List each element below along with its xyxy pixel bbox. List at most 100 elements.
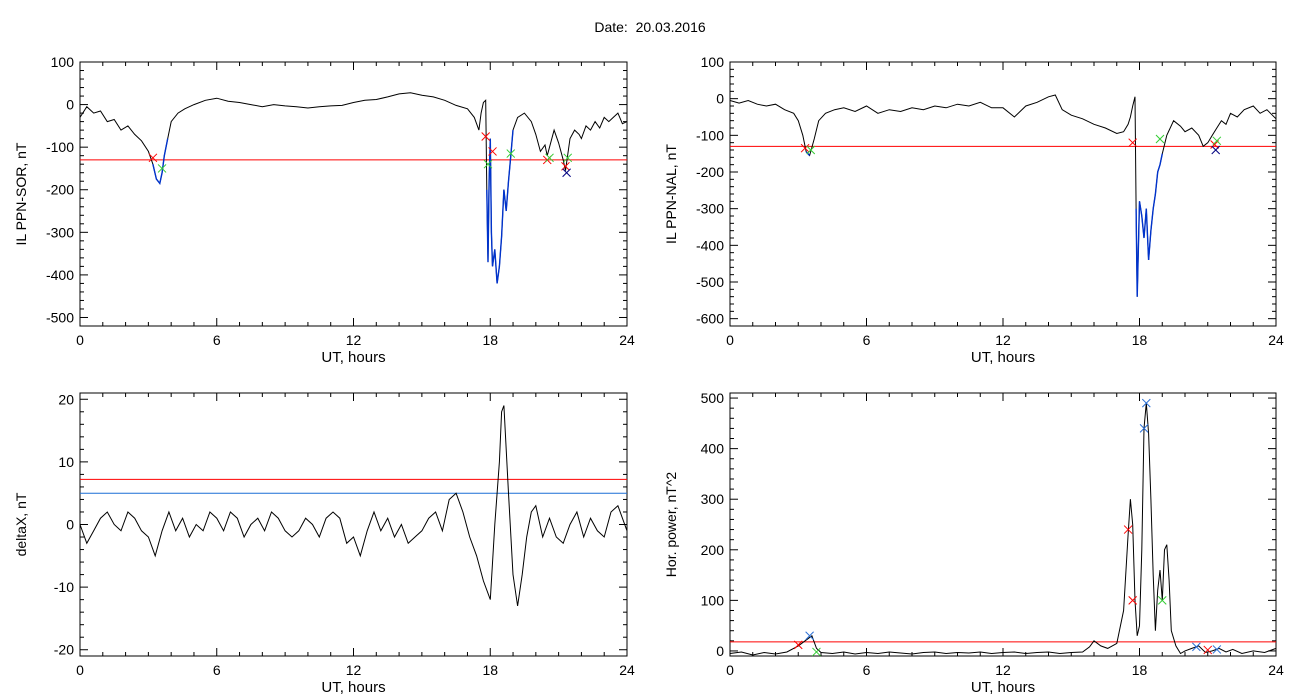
y-tick-label: -100	[46, 139, 74, 155]
marker-stroke	[488, 147, 497, 156]
marker-stroke	[483, 159, 493, 169]
x-tick-label: 12	[346, 662, 362, 678]
marker-stroke	[806, 145, 816, 155]
event-marker	[1123, 525, 1133, 534]
x-axis-label: UT, hours	[971, 679, 1035, 696]
event-marker	[483, 159, 493, 169]
event-marker	[1211, 145, 1221, 155]
plot-frame	[729, 392, 1277, 657]
chart-il-ppn-nal: 0 6 12 18 24 100 0 -100 -200 -300 -400 -500 -600 UT, …	[663, 54, 1284, 366]
marker-stroke	[1139, 424, 1149, 433]
y-tick-label: -10	[54, 579, 74, 595]
x-tick-label: 6	[863, 332, 871, 348]
event-marker	[800, 143, 810, 153]
x-tick-label: 24	[1268, 332, 1284, 348]
event-marker	[488, 147, 497, 156]
y-tick-label: 0	[716, 91, 724, 107]
x-tick-label: 0	[726, 662, 734, 678]
y-tick-label: 100	[51, 54, 75, 70]
series-line	[729, 94, 1277, 297]
marker-stroke	[1128, 138, 1138, 148]
x-tick-label: 18	[482, 332, 498, 348]
y-tick-label: -500	[696, 274, 724, 290]
x-axis-label: UT, hours	[321, 349, 385, 366]
y-axis-label: IL PPN-SOR, nT	[13, 142, 29, 245]
x-axis-label: UT, hours	[971, 349, 1035, 366]
y-tick-label: -600	[696, 311, 724, 327]
x-tick-label: 6	[213, 332, 221, 348]
x-tick-label: 18	[1132, 332, 1148, 348]
x-axis-label: UT, hours	[321, 679, 385, 696]
x-tick-label: 18	[482, 662, 498, 678]
event-marker	[563, 153, 573, 163]
marker-stroke	[1212, 645, 1222, 654]
marker-stroke	[1157, 596, 1167, 605]
y-tick-label: -200	[46, 182, 74, 198]
x-tick-label: 24	[619, 662, 635, 678]
y-tick-label: 300	[701, 491, 725, 507]
x-tick-label: 12	[995, 662, 1011, 678]
y-tick-label: 100	[701, 592, 725, 608]
plot-frame	[79, 61, 628, 327]
event-marker	[805, 631, 814, 641]
series-line	[729, 403, 1277, 656]
event-marker	[506, 149, 516, 158]
x-tick-label: 6	[213, 662, 221, 678]
event-marker	[1192, 642, 1201, 652]
chart-deltax: 0 6 12 18 24 20 10 0 -10 -20 UT, hours deltaX, nT	[13, 391, 635, 696]
series-line	[79, 405, 628, 606]
date-label: Date:	[594, 19, 628, 35]
y-tick-label: 0	[66, 97, 74, 113]
y-tick-label: -100	[696, 127, 724, 143]
y-tick-label: 200	[701, 542, 725, 558]
event-marker	[812, 647, 821, 657]
x-tick-label: 0	[76, 662, 84, 678]
y-axis-label: Hor. power, nT^2	[663, 472, 679, 578]
plot-frame	[729, 61, 1277, 327]
event-marker	[1139, 424, 1149, 433]
chart-il-ppn-sor: 0 6 12 18 24 100 0 -100 -200 -300 -400 -500 UT, hour…	[13, 54, 635, 366]
marker-stroke	[793, 640, 803, 650]
event-marker	[562, 168, 571, 178]
y-axis-label: deltaX, nT	[13, 492, 29, 556]
plot-frame	[79, 392, 628, 657]
y-tick-label: 20	[58, 391, 74, 407]
x-tick-label: 18	[1132, 662, 1148, 678]
y-tick-label: -20	[54, 642, 74, 658]
event-marker	[806, 145, 816, 155]
y-tick-label: -200	[696, 164, 724, 180]
y-tick-label: 10	[58, 454, 74, 470]
event-marker	[1157, 596, 1167, 605]
y-tick-label: 400	[701, 441, 725, 457]
event-marker	[1212, 645, 1222, 654]
event-marker	[157, 164, 167, 173]
event-marker	[1155, 134, 1165, 144]
marker-stroke	[1141, 398, 1151, 408]
marker-stroke	[1123, 525, 1133, 534]
x-tick-label: 12	[346, 332, 362, 348]
page-title: Date: 20.03.2016	[0, 19, 1300, 35]
x-tick-label: 6	[863, 662, 871, 678]
marker-stroke	[157, 164, 167, 173]
marker-stroke	[506, 149, 516, 158]
marker-stroke	[1192, 642, 1201, 652]
x-tick-label: 12	[995, 332, 1011, 348]
x-tick-label: 0	[76, 332, 84, 348]
marker-stroke	[805, 631, 814, 641]
marker-stroke	[148, 153, 158, 163]
marker-stroke	[563, 153, 573, 163]
y-tick-label: -300	[696, 201, 724, 217]
y-axis-label: IL PPN-NAL, nT	[663, 144, 679, 244]
y-tick-label: 100	[701, 54, 725, 70]
x-tick-label: 24	[1268, 662, 1284, 678]
y-tick-label: -500	[46, 309, 74, 325]
x-tick-label: 24	[619, 332, 635, 348]
y-tick-label: 0	[716, 643, 724, 659]
event-marker	[1128, 596, 1138, 605]
series-line	[79, 92, 628, 284]
event-marker	[481, 132, 491, 141]
event-marker	[1203, 645, 1213, 655]
marker-stroke	[800, 143, 810, 153]
marker-stroke	[1212, 136, 1222, 146]
